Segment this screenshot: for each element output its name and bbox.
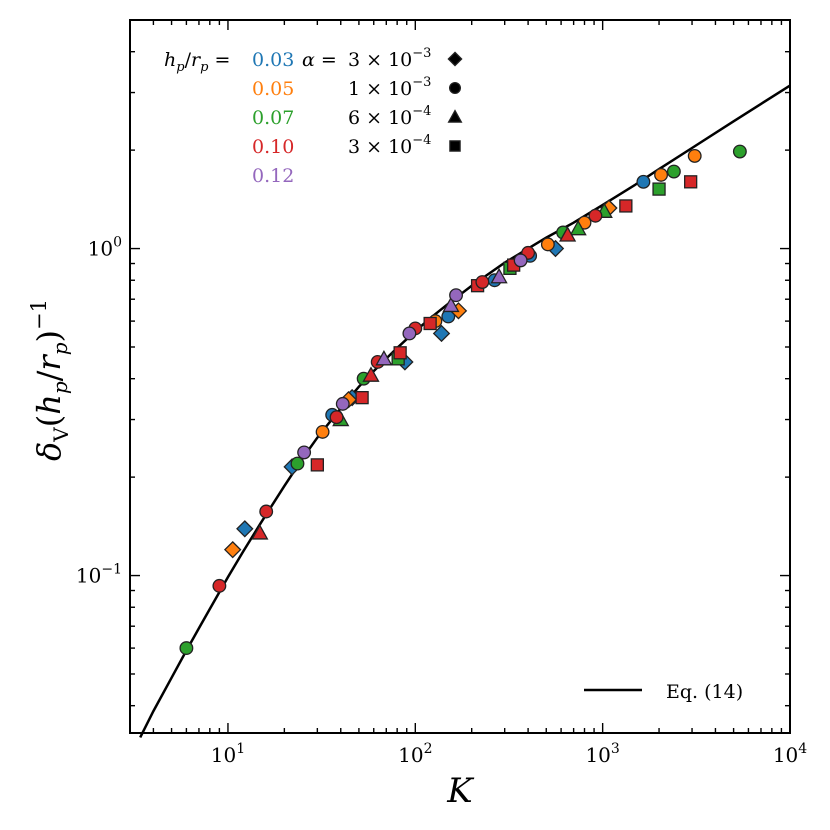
aspect-ratio-legend-label: hp/rp = [164,49,230,75]
line-legend-label: Eq. (14) [666,681,743,703]
data-point [375,349,393,366]
data-point [652,182,666,196]
data-point [362,366,380,382]
data-point [449,288,464,303]
aspect-ratio-entry: 0.10 [252,136,294,158]
aspect-ratio-entry: 0.03 [252,49,294,71]
data-point [666,164,681,179]
x-tick-label: 103 [585,741,619,767]
series-h-p-r-p-0-10 [212,175,698,593]
data-point [490,267,508,284]
series-h-p-r-p-0-12 [297,253,528,460]
alpha-entry: 1 × 10−3 [348,75,431,100]
data-point [315,424,330,439]
data-point [393,346,407,360]
data-point [540,237,555,252]
line-legend: Eq. (14) [584,681,743,703]
series-h-p-r-p-0-07 [179,144,747,656]
aspect-ratio-entries: 0.03 0.05 0.07 0.10 0.12 [252,49,294,187]
data-point [684,175,698,189]
data-point [251,524,269,540]
data-point [402,326,417,341]
alpha-entry-marker [448,81,462,95]
data-point [290,456,305,471]
x-axis-label: K [446,771,475,811]
data-point [732,144,747,159]
plot-frame [129,19,791,734]
data-point [310,458,324,472]
data-point [513,253,528,268]
data-point [475,275,490,289]
svg-text:δV(hp/rp)−1: δV(hp/rp)−1 [27,299,73,461]
alpha-entry-marker [447,109,463,123]
data-point [432,324,451,343]
x-tick-label: 102 [398,741,432,767]
data-point [558,226,577,242]
data-points [179,144,747,656]
data-point [223,540,242,559]
data-point [212,578,227,593]
y-axis-label: δV(hp/rp)−1 [27,299,73,461]
data-point [654,167,669,182]
data-point [329,410,344,425]
x-tick-label: 101 [211,741,245,767]
y-tick-label: 100 [88,235,122,261]
alpha-entry: 6 × 10−4 [348,104,431,129]
data-point [569,219,587,236]
alpha-entry: 3 × 10−3 [348,46,431,71]
data-point [236,520,254,538]
data-point [179,641,194,656]
y-tick-label: 10−1 [76,562,122,588]
data-point [297,445,312,460]
alpha-entries: 3 × 10−3 1 × 10−3 6 × 10−4 3 × 10−4 [348,46,463,158]
data-point [619,199,633,213]
series-h-p-r-p-0-03 [236,174,651,538]
data-point [423,316,437,331]
data-point [588,208,603,223]
data-point [636,174,651,189]
alpha-entry: 3 × 10−4 [348,133,431,158]
aspect-ratio-entry: 0.07 [252,107,294,129]
marker-legend: hp/rp = 0.03 0.05 0.07 0.10 0.12 α = 3 × 10−… [164,46,463,187]
data-point [259,504,274,519]
aspect-ratio-entry: 0.05 [252,78,294,100]
aspect-ratio-entry: 0.12 [252,165,294,187]
alpha-legend-label: α = [302,49,337,71]
data-point [442,296,460,313]
x-tick-label: 104 [773,741,807,767]
data-point [355,390,369,405]
alpha-entry-marker [447,51,463,67]
data-point [687,148,702,163]
data-point [335,396,350,411]
alpha-entry-marker [449,140,461,152]
